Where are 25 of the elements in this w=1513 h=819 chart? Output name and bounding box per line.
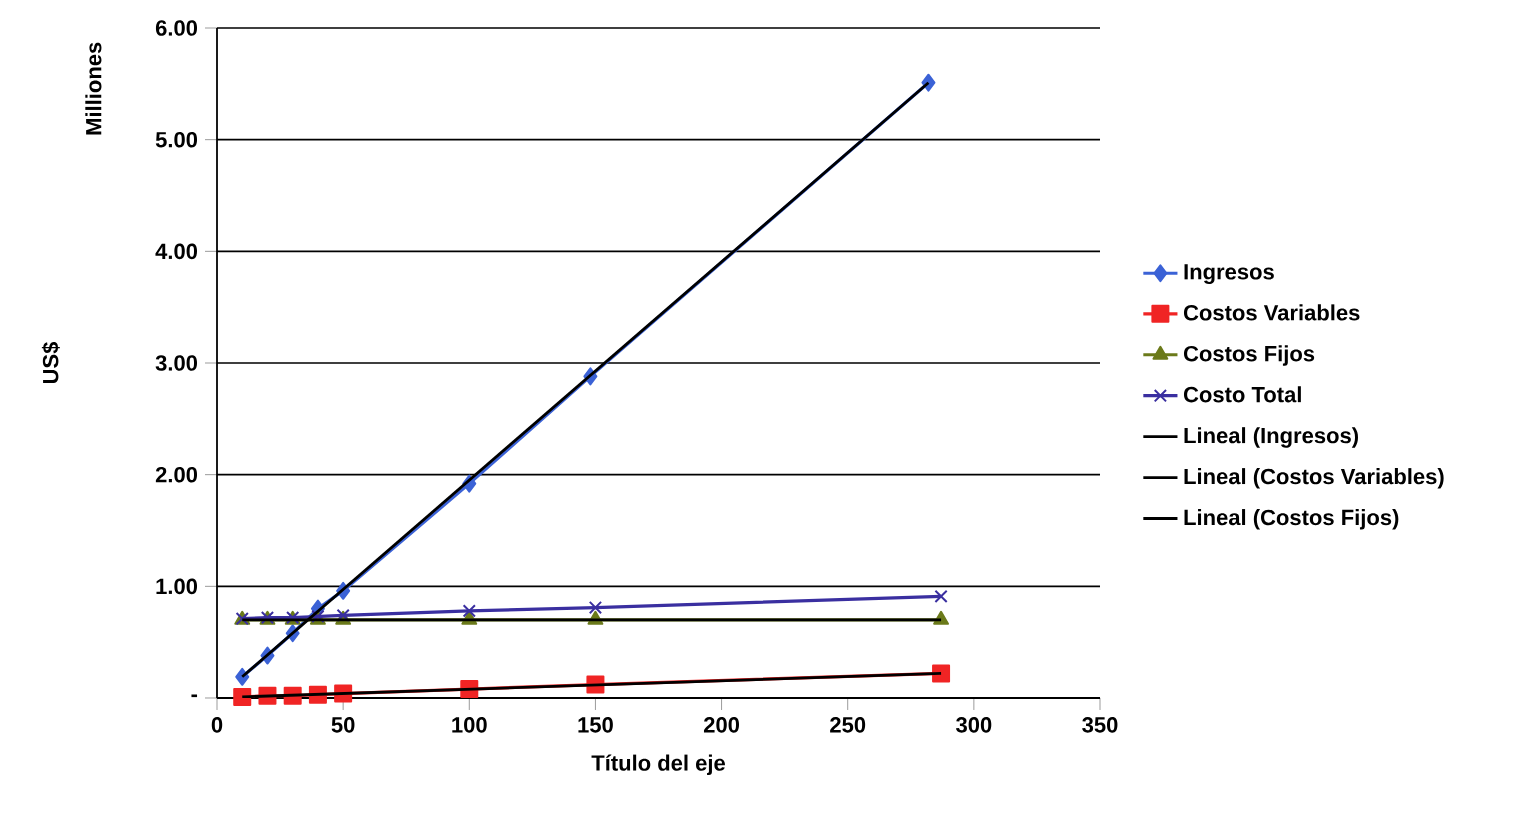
y-tick-label: - (191, 694, 198, 698)
legend-label: Costos Variables (1183, 304, 1360, 321)
x-tick-label: 250 (830, 717, 866, 733)
x-axis-title: Título del eje (591, 754, 725, 776)
legend-label: Lineal (Costos Variables) (1184, 468, 1444, 489)
x-tick-label: 50 (331, 717, 355, 733)
y-tick-label: 3.00 (155, 355, 198, 371)
y-tick-label: 2.00 (155, 466, 198, 483)
legend-label: Costos Fijos (1183, 345, 1315, 366)
y-tick-label: 5.00 (155, 131, 198, 148)
x-tick-label: 200 (703, 717, 740, 733)
y-tick-label: 1.00 (156, 578, 198, 595)
text: Milliones (85, 42, 102, 135)
y-tick-label: 6.00 (155, 20, 198, 36)
x-tick-label: 150 (578, 717, 613, 733)
x-tick-label: 0 (211, 717, 223, 733)
x-tick-label: 350 (1082, 717, 1118, 733)
legend-label: Ingresos (1184, 264, 1274, 285)
legend-label: Lineal (Costos Fijos) (1184, 509, 1399, 530)
x-tick-label: 100 (452, 717, 487, 733)
legend-label: Lineal (Ingresos) (1184, 427, 1358, 448)
y-tick-label: 4.00 (155, 243, 198, 260)
legend-label: Costo Total (1183, 386, 1301, 403)
x-tick-label: 300 (956, 717, 992, 733)
y-axis-title: US$ (41, 341, 60, 384)
